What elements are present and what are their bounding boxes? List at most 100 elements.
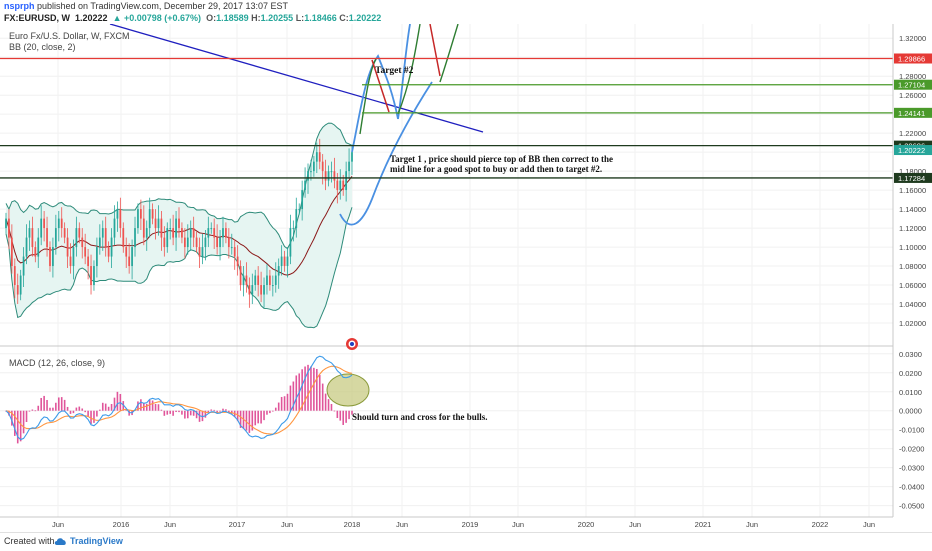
macd-hist-bar xyxy=(222,408,224,411)
footer: Created with TradingView xyxy=(0,532,932,551)
macd-hist-bar xyxy=(11,410,13,426)
low-value: 1.18466 xyxy=(304,13,337,23)
projection-curve-3[interactable] xyxy=(339,81,433,226)
candle-body xyxy=(98,237,101,248)
macd-hist-bar xyxy=(16,410,19,444)
candle-body xyxy=(298,209,301,211)
price-label-text: 1.17284 xyxy=(898,174,925,183)
macd-hist-bar xyxy=(43,395,45,411)
candle-body xyxy=(37,237,40,257)
candle-body xyxy=(266,275,268,286)
macd-hist-bar xyxy=(90,410,92,424)
price-label-text: 1.24141 xyxy=(898,109,925,118)
event-icon[interactable] xyxy=(346,338,358,350)
green-arrow-3[interactable] xyxy=(439,24,459,83)
candle-body xyxy=(295,209,298,229)
price-label-box xyxy=(894,172,932,183)
candle-body xyxy=(72,247,75,267)
candle-body xyxy=(348,161,350,172)
candle-body xyxy=(183,237,186,248)
candle-body xyxy=(310,171,312,173)
macd-pane xyxy=(5,355,353,444)
candle-body xyxy=(107,247,110,257)
candle-body xyxy=(292,228,295,230)
candle-body xyxy=(81,237,84,248)
candle-body xyxy=(192,228,195,238)
candle-body xyxy=(52,247,54,267)
macd-tick-label: -0.0300 xyxy=(899,464,924,473)
y-tick-label: 1.16000 xyxy=(899,186,926,195)
candle-body xyxy=(125,247,128,257)
macd-hist-bar xyxy=(37,405,40,411)
macd-hist-bar xyxy=(207,410,210,413)
drawings: Target #2 Target 1 , price should pierce… xyxy=(109,24,613,422)
macd-hist-bar xyxy=(175,410,177,413)
author-link[interactable]: nsprph xyxy=(4,1,35,11)
macd-hist-bar xyxy=(128,410,130,416)
projection-curve-1[interactable] xyxy=(351,54,399,153)
macd-hist-bar xyxy=(93,410,95,423)
last-price: 1.20222 xyxy=(75,13,108,23)
macd-hist-bar xyxy=(96,410,98,417)
macd-hist-bar xyxy=(336,410,339,419)
macd-tick-label: -0.0400 xyxy=(899,483,924,492)
price-label-box xyxy=(894,79,932,90)
x-tick-label: 2020 xyxy=(578,520,595,529)
candle-body xyxy=(116,209,119,219)
macd-signal-line xyxy=(5,365,353,435)
candle-body xyxy=(104,228,107,248)
candle-body xyxy=(336,180,339,191)
candle-body xyxy=(263,285,265,295)
macd-hist-bar xyxy=(301,369,303,411)
macd-hist-bar xyxy=(324,393,327,411)
tradingview-brand-link[interactable]: TradingView xyxy=(70,536,123,546)
green-arrow-1[interactable] xyxy=(359,58,377,135)
candle-body xyxy=(248,285,251,295)
candle-body xyxy=(324,171,327,181)
candle-body xyxy=(342,180,345,191)
y-tick-label: 1.06000 xyxy=(899,281,926,290)
red-arrow-2[interactable] xyxy=(429,24,441,77)
x-tick-label: 2016 xyxy=(113,520,130,529)
symbol: FX:EURUSD, W xyxy=(4,13,70,23)
candle-body xyxy=(186,237,189,248)
macd-hist-bar xyxy=(101,402,104,411)
macd-hist-bar xyxy=(277,402,280,411)
macd-hist-bar xyxy=(245,410,248,431)
x-tick-label: Jun xyxy=(52,520,64,529)
candle-body xyxy=(60,218,63,229)
candle-body xyxy=(307,171,309,181)
red-arrow-1[interactable] xyxy=(371,59,390,113)
macd-legend[interactable]: MACD (12, 26, close, 9) xyxy=(9,358,105,368)
macd-hist-bar xyxy=(160,409,163,411)
macd-hist-bar xyxy=(34,410,37,412)
candle-body xyxy=(46,228,48,248)
bb-legend[interactable]: BB (20, close, 2) xyxy=(9,42,76,52)
macd-hist-bar xyxy=(307,364,309,411)
candle-body xyxy=(239,266,242,286)
chart-area[interactable]: Target #2 Target 1 , price should pierce… xyxy=(0,24,932,532)
macd-hist-bar xyxy=(122,401,125,411)
macd-hist-bar xyxy=(154,403,157,411)
change: ▲ +0.00798 (+0.67%) xyxy=(112,13,202,23)
macd-hist-bar xyxy=(19,410,22,442)
candle-body xyxy=(148,209,151,229)
y-tick-label: 1.14000 xyxy=(899,205,926,214)
candle-body xyxy=(315,152,318,162)
candle-body xyxy=(113,218,116,238)
macd-hist-bar xyxy=(181,410,183,415)
candle-body xyxy=(286,256,289,267)
candle-body xyxy=(87,256,89,267)
candle-body xyxy=(154,218,157,229)
candle-body xyxy=(43,218,45,229)
candle-body xyxy=(245,275,248,286)
downtrend-line[interactable] xyxy=(109,24,484,133)
candle-body xyxy=(49,247,51,267)
candle-body xyxy=(140,209,142,219)
green-arrow-2[interactable] xyxy=(397,24,421,115)
main-legend[interactable]: Euro Fx/U.S. Dollar, W, FXCM xyxy=(9,31,130,41)
candle-body xyxy=(122,228,125,248)
macd-hist-bar xyxy=(66,406,69,411)
macd-hist-bar xyxy=(84,410,86,413)
macd-highlight-ellipse[interactable] xyxy=(326,373,370,407)
